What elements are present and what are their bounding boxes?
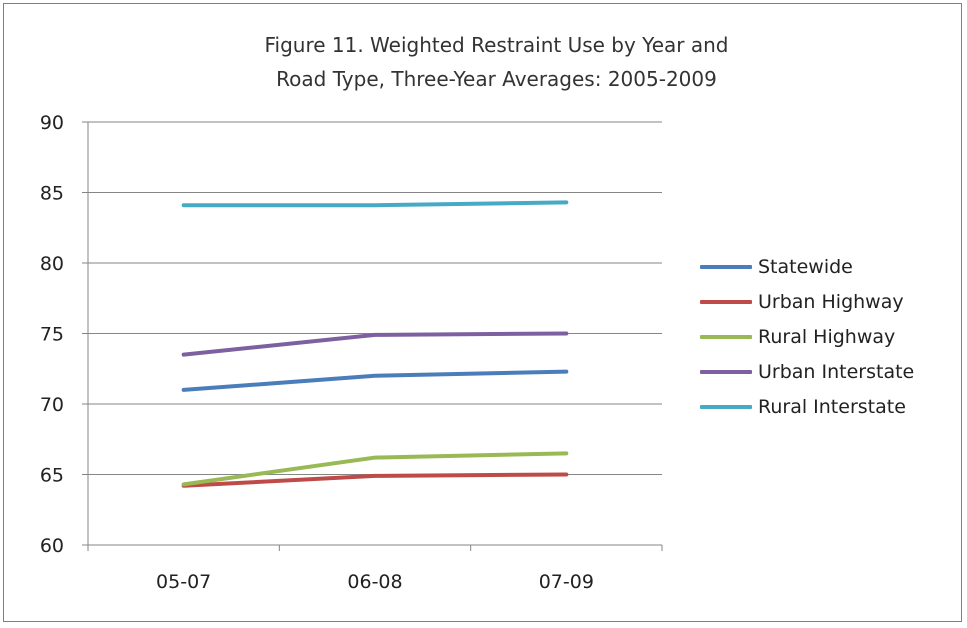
legend-label: Urban Highway bbox=[758, 290, 904, 313]
legend: Statewide Urban Highway Rural Highway Urban… bbox=[700, 249, 960, 424]
legend-swatch bbox=[700, 369, 752, 374]
tick-labels: 60 65 70 75 80 85 90 05-07 06-08 07-09 bbox=[40, 112, 594, 593]
legend-label: Urban Interstate bbox=[758, 360, 915, 383]
y-tick-label: 90 bbox=[40, 112, 64, 134]
y-tick-label: 65 bbox=[40, 465, 64, 487]
legend-label: Statewide bbox=[758, 255, 853, 278]
legend-item-statewide: Statewide bbox=[700, 249, 960, 284]
y-tick-label: 70 bbox=[40, 394, 64, 416]
x-tick-label: 07-09 bbox=[539, 571, 594, 593]
legend-label: Rural Highway bbox=[758, 325, 896, 348]
series-line-statewide bbox=[181, 369, 569, 392]
legend-item-urban-interstate: Urban Interstate bbox=[700, 354, 960, 389]
x-tick-label: 05-07 bbox=[156, 571, 211, 593]
legend-item-rural-interstate: Rural Interstate bbox=[700, 389, 960, 424]
y-tick-label: 60 bbox=[40, 535, 64, 557]
legend-item-rural-highway: Rural Highway bbox=[700, 319, 960, 354]
y-tick-label: 85 bbox=[40, 183, 64, 205]
series-line-urban-highway bbox=[181, 472, 569, 488]
legend-swatch bbox=[700, 264, 752, 269]
legend-swatch bbox=[700, 299, 752, 304]
chart-title-line-2: Road Type, Three-Year Averages: 2005-200… bbox=[276, 67, 717, 91]
legend-swatch bbox=[700, 404, 752, 409]
legend-swatch bbox=[700, 334, 752, 339]
y-tick-label: 80 bbox=[40, 253, 64, 275]
series-line-rural-highway bbox=[181, 451, 569, 487]
chart-title-line-1: Figure 11. Weighted Restraint Use by Yea… bbox=[264, 33, 729, 57]
series-line-rural-interstate bbox=[181, 200, 569, 208]
y-tick-label: 75 bbox=[40, 324, 64, 346]
gridlines bbox=[88, 121, 662, 475]
legend-label: Rural Interstate bbox=[758, 395, 906, 418]
legend-item-urban-highway: Urban Highway bbox=[700, 284, 960, 319]
axes bbox=[82, 121, 663, 551]
series-lines bbox=[181, 200, 569, 488]
series-line-urban-interstate bbox=[181, 331, 569, 357]
x-tick-label: 06-08 bbox=[347, 571, 402, 593]
chart-frame bbox=[3, 3, 962, 622]
